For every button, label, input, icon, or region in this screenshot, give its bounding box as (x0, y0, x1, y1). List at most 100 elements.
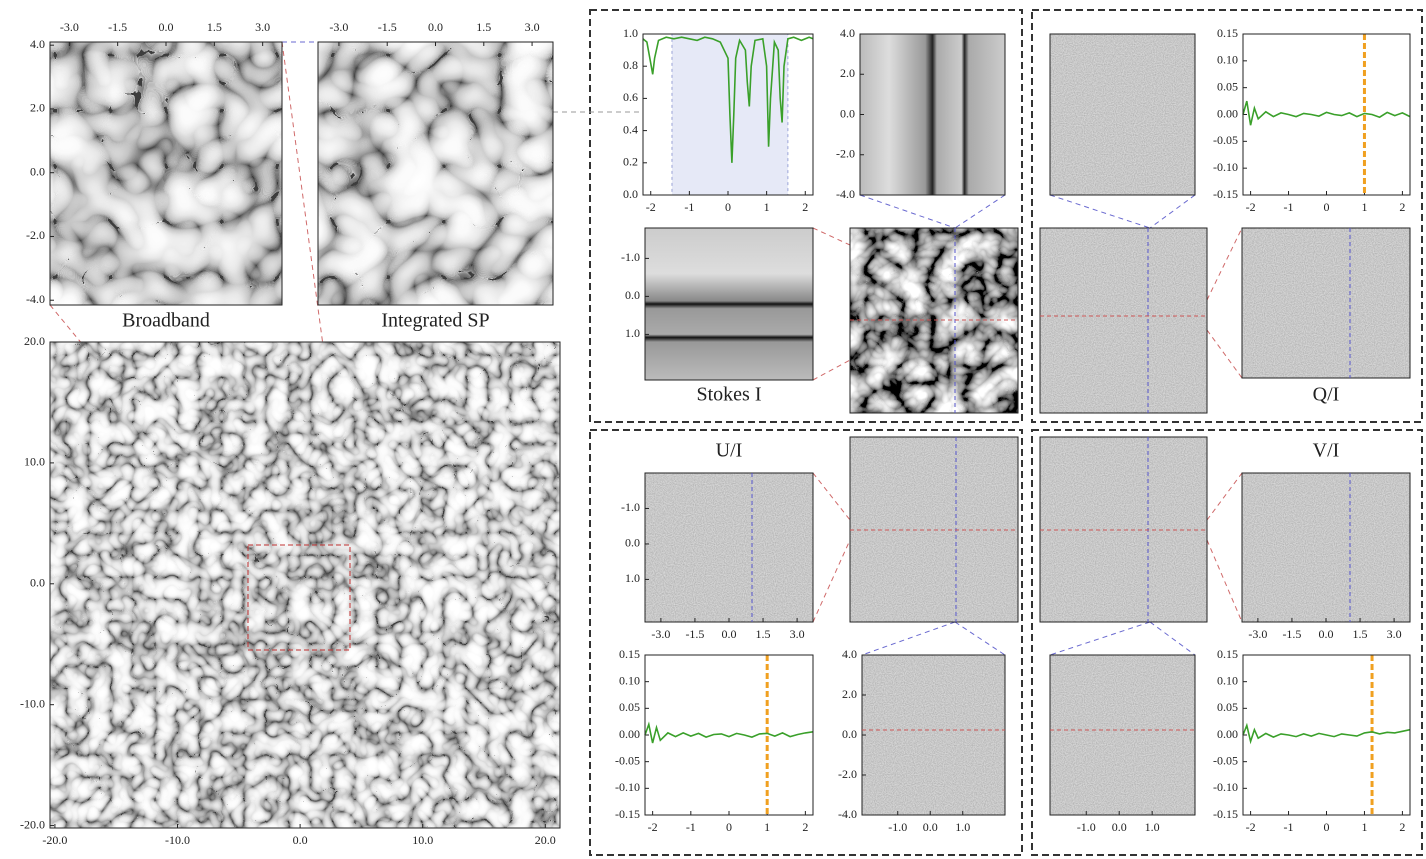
y-tick-label: 0.10 (1217, 53, 1238, 67)
y-tick-label: -0.15 (1213, 187, 1238, 201)
y-tick-label: 0.05 (619, 700, 640, 714)
image-frame (644, 227, 814, 381)
x-tick-label: 10.0 (412, 833, 433, 847)
connector (1206, 539, 1243, 623)
image-panel: -3.0 -1.5 0.0 1.5 3.0 -1.0 0.0 1.0 U/I (621, 440, 814, 641)
x-tick-label: -1 (1284, 200, 1294, 214)
x-tick-label: 0 (1324, 820, 1330, 834)
y-tick-label: 1.0 (625, 326, 640, 340)
x-tick-label: -2 (1246, 820, 1256, 834)
x-tick-label: 0.0 (722, 627, 737, 641)
connector (1049, 621, 1151, 656)
group-frames (589, 9, 1423, 856)
x-tick-label: -1.5 (1282, 627, 1301, 641)
y-tick-label: 1.0 (625, 571, 640, 585)
y-tick-label: -1.0 (621, 250, 640, 264)
connector (859, 194, 956, 229)
y-tick-label: 0.10 (619, 673, 640, 687)
y-tick-label: -0.15 (615, 807, 640, 821)
group-frame (1031, 9, 1423, 423)
y-tick-label: -4.0 (26, 292, 45, 306)
x-tick-label: 1 (1361, 820, 1367, 834)
image-panel (1039, 436, 1208, 623)
connector (812, 539, 851, 623)
y-tick-label: 4.0 (842, 647, 857, 661)
x-tick-label: 1.5 (476, 20, 491, 34)
x-tick-label: 0 (1324, 200, 1330, 214)
x-tick-label: 0 (725, 200, 731, 214)
x-tick-label: -2 (1246, 200, 1256, 214)
y-tick-label: -4.0 (836, 187, 855, 201)
y-tick-label: 0.15 (1217, 26, 1238, 40)
y-tick-label: -20.0 (20, 817, 45, 831)
x-tick-label: 1 (1361, 200, 1367, 214)
connector (1206, 227, 1243, 301)
image (1241, 472, 1411, 623)
line-plot: 0.0 0.2 0.4 0.6 0.8 1.0 -2 -1 0 1 2 (623, 26, 814, 214)
x-tick-label: -2 (646, 200, 656, 214)
x-tick-label: 0.0 (428, 20, 443, 34)
x-tick-label: -1.0 (1077, 820, 1096, 834)
y-tick-label: -0.05 (1213, 133, 1238, 147)
x-tick-label: 2 (802, 200, 808, 214)
plot-frame (642, 33, 814, 196)
y-tick-label: -0.10 (1213, 780, 1238, 794)
x-tick-label: 1.0 (955, 820, 970, 834)
x-tick-label: 3.0 (255, 20, 270, 34)
x-tick-label: -10.0 (165, 833, 190, 847)
plot-frame (1242, 33, 1411, 196)
y-tick-label: -0.05 (1213, 753, 1238, 767)
x-tick-label: -3.0 (1248, 627, 1267, 641)
y-tick-label: 4.0 (840, 26, 855, 40)
x-tick-label: 1.5 (1353, 627, 1368, 641)
image-panel (1049, 33, 1196, 196)
y-tick-label: 1.0 (623, 26, 638, 40)
y-tick-label: -2.0 (26, 228, 45, 242)
x-tick-label: -1 (684, 200, 694, 214)
connector (812, 472, 851, 521)
x-tick-label: 2 (1399, 820, 1405, 834)
image-frame (1049, 654, 1196, 816)
connector (281, 41, 351, 546)
image-panel: -3.0 -1.5 0.0 1.5 3.0 Integrated SP (317, 20, 554, 332)
y-tick-label: 0.05 (1217, 700, 1238, 714)
x-tick-label: 1 (764, 200, 770, 214)
x-tick-label: 1 (764, 820, 770, 834)
image (1241, 227, 1411, 379)
profile-line (1242, 722, 1411, 745)
panel-label: V/I (1313, 440, 1340, 462)
y-tick-label: -0.10 (615, 780, 640, 794)
y-tick-label: 10.0 (24, 455, 45, 469)
plot-frame (1242, 654, 1411, 816)
connectors (49, 41, 1243, 656)
group-frame (589, 429, 1023, 856)
connector (1206, 329, 1243, 379)
image (49, 341, 561, 829)
image (859, 33, 1006, 196)
x-tick-label: 3.0 (525, 20, 540, 34)
y-tick-label: -10.0 (20, 696, 45, 710)
image (644, 227, 814, 381)
y-tick-label: -2.0 (838, 767, 857, 781)
y-tick-label: 0.00 (1217, 727, 1238, 741)
y-tick-label: 2.0 (840, 66, 855, 80)
y-tick-label: -1.0 (621, 500, 640, 514)
image-panel: -3.0 -1.5 0.0 1.5 3.0 4.0 2.0 0.0 -2.0 -4.0 Broadb… (26, 20, 283, 332)
image (861, 654, 1006, 816)
x-tick-label: 1.5 (207, 20, 222, 34)
x-tick-label: -3.0 (651, 627, 670, 641)
connector (812, 227, 851, 246)
y-tick-label: 20.0 (24, 334, 45, 348)
y-tick-label: 0.10 (1217, 673, 1238, 687)
image-panel: 4.0 2.0 0.0 -2.0 -4.0 (836, 26, 1006, 201)
y-tick-label: 2.0 (842, 687, 857, 701)
image-panel: -20.0 -10.0 0.0 10.0 20.0 20.0 10.0 0.0 -10.0 -20… (20, 334, 561, 847)
connector (861, 621, 956, 656)
x-tick-label: -1.5 (108, 20, 127, 34)
connector (954, 621, 1006, 656)
connector (812, 359, 851, 381)
image (1049, 33, 1196, 196)
y-tick-label: 0.2 (623, 155, 638, 169)
x-tick-label: 0.0 (293, 833, 308, 847)
